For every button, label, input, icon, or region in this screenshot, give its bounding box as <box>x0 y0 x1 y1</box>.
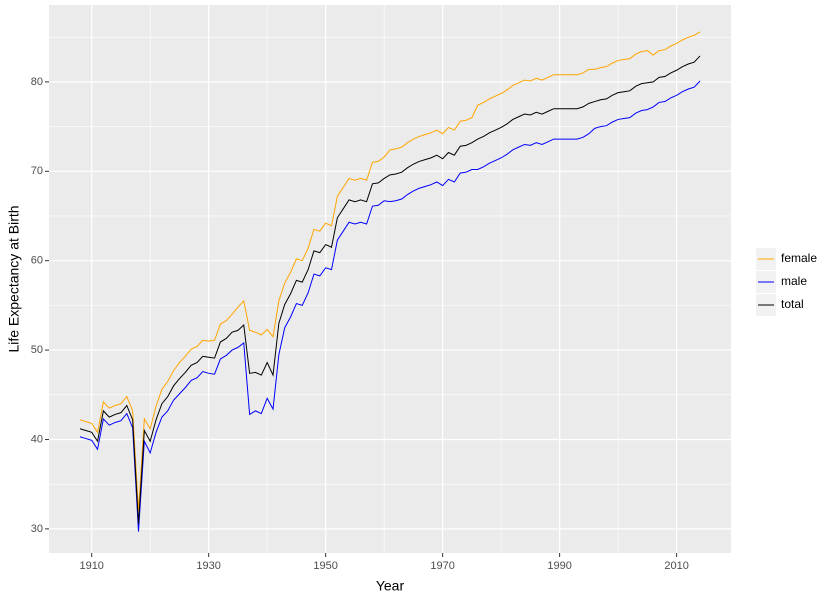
x-tick-label: 1990 <box>547 560 571 572</box>
x-tick-label: 1930 <box>196 560 220 572</box>
x-tick-label: 1950 <box>313 560 337 572</box>
panel <box>49 5 731 553</box>
line-series <box>79 55 701 524</box>
x-axis-title: Year <box>376 578 405 594</box>
y-tick-label: 40 <box>31 433 43 445</box>
line-series <box>79 31 701 512</box>
x-tick-label: 2010 <box>664 560 688 572</box>
x-tick-label: 1910 <box>79 560 103 572</box>
y-tick-label: 30 <box>31 523 43 535</box>
y-tick-label: 60 <box>31 255 43 267</box>
y-tick-label: 70 <box>31 165 43 177</box>
legend-label: total <box>781 297 804 311</box>
line-series <box>79 80 701 532</box>
legend-label: male <box>781 274 807 288</box>
x-tick-label: 1970 <box>430 560 454 572</box>
y-axis-title: Life Expectancy at Birth <box>6 205 22 352</box>
y-tick-label: 50 <box>31 344 43 356</box>
legend-label: female <box>781 251 817 265</box>
y-tick-label: 80 <box>31 76 43 88</box>
